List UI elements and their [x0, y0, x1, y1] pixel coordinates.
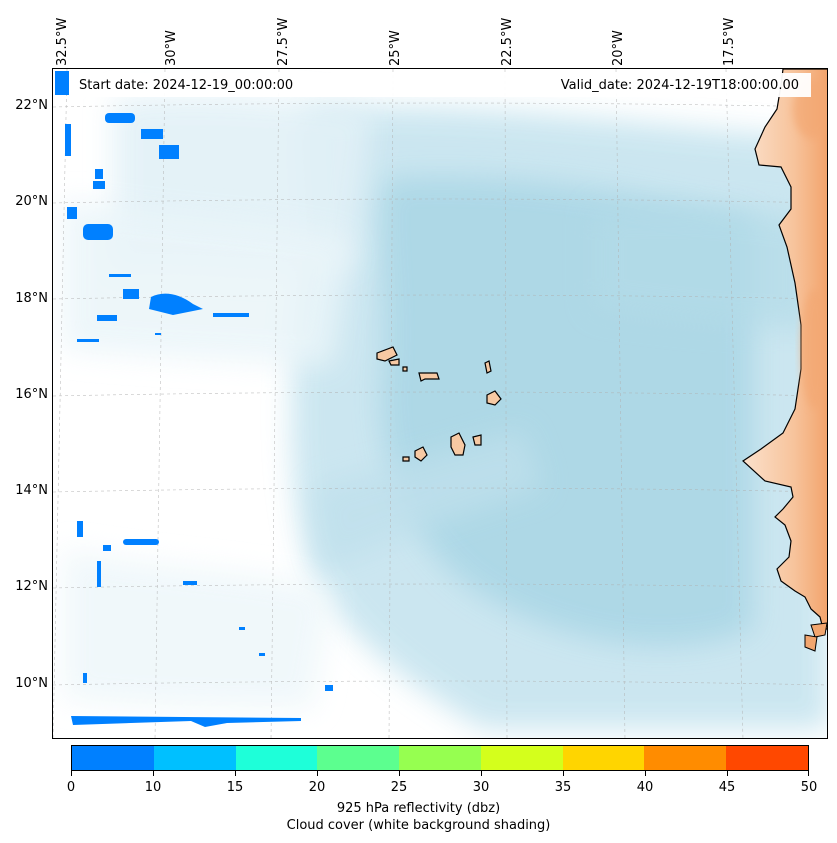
colorbar-tick-mark	[645, 771, 646, 776]
lon-label-30w: 30°W	[164, 30, 179, 66]
colorbar-tick-mark	[153, 771, 154, 776]
colorbar-tick-label: 50	[800, 780, 818, 795]
lon-label-20w: 20°W	[611, 30, 626, 66]
start-date-label: Start date: 2024-12-19_00:00:00	[79, 78, 294, 93]
map-canvas	[53, 69, 827, 738]
lat-label-16n: 16°N	[15, 387, 48, 402]
lon-label-22-5w: 22.5°W	[500, 17, 515, 66]
colorbar-tick-mark	[727, 771, 728, 776]
colorbar-tick-mark	[317, 771, 318, 776]
lat-label-14n: 14°N	[15, 483, 48, 498]
colorbar-tick-mark	[235, 771, 236, 776]
lon-label-27-5w: 27.5°W	[276, 17, 291, 66]
colorbar-segment-5	[480, 746, 563, 770]
colorbar-tick-label: 20	[308, 780, 326, 795]
lon-label-17-5w: 17.5°W	[722, 17, 737, 66]
colorbar-segment-6	[562, 746, 645, 770]
colorbar-tick-label: 45	[718, 780, 736, 795]
colorbar-tick-label: 10	[144, 780, 162, 795]
colorbar-tick-label: 25	[390, 780, 408, 795]
map-panel: Start date: 2024-12-19_00:00:00 Valid_da…	[52, 68, 828, 739]
colorbar-segment-1	[153, 746, 236, 770]
lat-label-12n: 12°N	[15, 579, 48, 594]
colorbar-tick-label: 30	[472, 780, 490, 795]
colorbar-tick-label: 35	[554, 780, 572, 795]
lon-label-32-5w: 32.5°W	[55, 17, 70, 66]
colorbar-title-line1: 925 hPa reflectivity (dbz)	[336, 801, 501, 816]
colorbar-tick-label: 15	[226, 780, 244, 795]
colorbar-tick-mark	[563, 771, 564, 776]
colorbar-segment-3	[317, 746, 400, 770]
lon-label-25w: 25°W	[388, 30, 403, 66]
header-strip	[71, 73, 811, 97]
colorbar-segment-2	[235, 746, 318, 770]
colorbar-tick-mark	[808, 771, 809, 776]
reflectivity-patches	[55, 71, 333, 727]
lat-label-10n: 10°N	[15, 676, 48, 691]
colorbar-tick-mark	[399, 771, 400, 776]
colorbar-tick-label: 0	[66, 780, 76, 795]
colorbar-segment-0	[72, 746, 154, 770]
colorbar-tick-label: 40	[636, 780, 654, 795]
colorbar-title-line2: Cloud cover (white background shading)	[286, 818, 551, 833]
reflectivity-colorbar	[71, 745, 809, 771]
african-coast-land	[742, 69, 827, 652]
colorbar-segment-4	[399, 746, 481, 770]
cloud-cover-shading	[63, 94, 827, 729]
colorbar-segment-8	[726, 746, 809, 770]
valid-date-label: Valid_date: 2024-12-19T18:00:00.00	[560, 78, 799, 93]
lat-label-22n: 22°N	[15, 98, 48, 113]
lat-label-20n: 20°N	[15, 194, 48, 209]
colorbar-tick-mark	[71, 771, 72, 776]
cape-verde-islands	[376, 346, 502, 462]
colorbar-segment-7	[644, 746, 727, 770]
colorbar-tick-mark	[481, 771, 482, 776]
lat-label-18n: 18°N	[15, 291, 48, 306]
